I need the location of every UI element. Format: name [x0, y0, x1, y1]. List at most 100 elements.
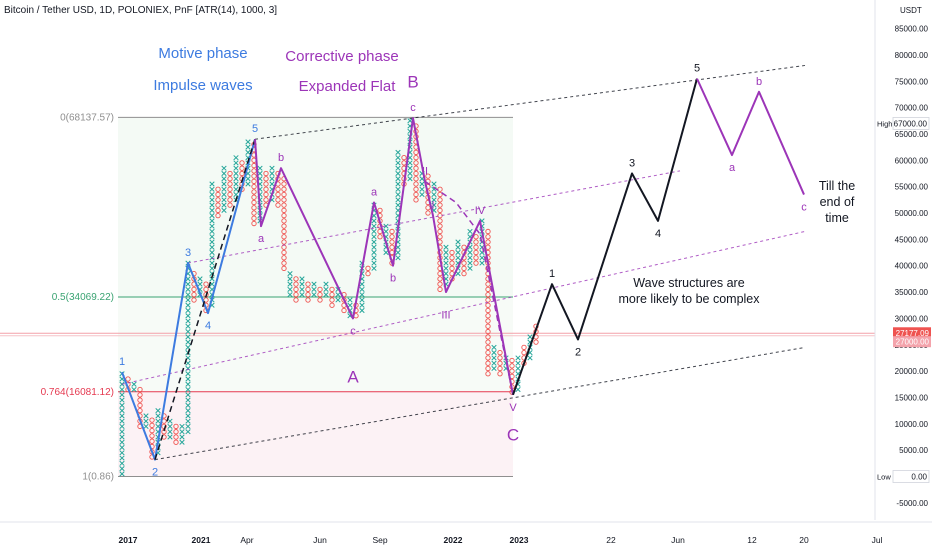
- pnf-o-mark: [227, 181, 233, 187]
- pnf-x-mark: [221, 165, 227, 171]
- pnf-o-mark: [437, 234, 443, 240]
- pnf-x-mark: [311, 286, 317, 293]
- corrective-phase-label: Corrective phase: [285, 48, 398, 65]
- time-axis[interactable]: 2017 2021 Apr Jun Sep 2022 2023 22 Jun 12 20 Jul: [0, 521, 932, 545]
- pnf-o-mark: [413, 176, 419, 182]
- badge-box: [892, 470, 930, 483]
- pnf-o-mark: [137, 402, 143, 409]
- pnf-x-mark: [371, 239, 377, 245]
- pnf-x-mark: [359, 297, 365, 303]
- pnf-x-mark: [515, 386, 521, 393]
- badge-value: 27177.09: [896, 329, 930, 338]
- pnf-x-mark: [419, 191, 425, 198]
- badge-value: 67000.00: [894, 119, 928, 128]
- pnf-o-mark: [281, 186, 287, 192]
- pnf-o-mark: [485, 365, 491, 372]
- pnf-column: [371, 202, 377, 271]
- pnf-o-mark: [173, 429, 179, 435]
- pnf-x-mark: [185, 392, 191, 398]
- pnf-x-mark: [491, 350, 497, 356]
- fib-zone-lower: [118, 391, 513, 477]
- badge-value: 0.00: [911, 473, 927, 482]
- pnf-x-mark: [383, 223, 389, 229]
- time-tick-label: Jul: [872, 535, 883, 545]
- pnf-x-mark: [395, 255, 401, 261]
- pnf-o-mark: [413, 181, 419, 187]
- pnf-x-mark: [209, 186, 215, 192]
- pnf-column: [515, 355, 521, 393]
- pnf-x-mark: [467, 255, 473, 261]
- pnf-o-mark: [281, 260, 287, 266]
- pnf-x-mark: [233, 181, 239, 187]
- pnf-x-mark: [269, 165, 275, 171]
- pnf-x-mark: [395, 170, 401, 177]
- wave-label: I: [431, 200, 434, 212]
- currency-label: USDT: [900, 6, 922, 15]
- pnf-o-mark: [425, 173, 431, 179]
- pnf-x-mark: [359, 286, 365, 293]
- wave-label: a: [371, 186, 378, 198]
- time-tick-label: Apr: [240, 535, 253, 545]
- pnf-x-mark: [515, 365, 521, 372]
- pnf-o-mark: [485, 292, 491, 298]
- price-tick-label: 15000.00: [895, 393, 929, 402]
- pnf-o-mark: [281, 223, 287, 229]
- price-axis[interactable]: USDT -5000.00 0.00 5000.00 10000.00 15000.00 2…: [874, 0, 931, 520]
- pnf-column: [227, 170, 233, 208]
- pnf-o-mark: [497, 350, 503, 356]
- time-tick-label: 22: [606, 535, 616, 545]
- pnf-column: [167, 418, 173, 440]
- pnf-x-mark: [233, 155, 239, 161]
- pnf-x-mark: [119, 429, 125, 435]
- pnf-o-mark: [173, 439, 179, 445]
- price-tick-label: 50000.00: [895, 209, 929, 218]
- pnf-o-mark: [485, 313, 491, 319]
- pnf-o-mark: [485, 355, 491, 361]
- pnf-x-mark: [245, 181, 251, 187]
- pnf-o-mark: [317, 286, 323, 293]
- pnf-x-mark: [431, 202, 437, 208]
- pnf-x-mark: [233, 165, 239, 171]
- pnf-o-mark: [425, 210, 431, 216]
- pnf-o-mark: [413, 149, 419, 156]
- pnf-o-mark: [485, 297, 491, 303]
- pnf-x-mark: [359, 302, 365, 308]
- pnf-column: [413, 123, 419, 203]
- pnf-o-mark: [389, 244, 395, 250]
- wave-label: 2: [575, 346, 581, 358]
- pnf-x-mark: [359, 292, 365, 298]
- pnf-x-mark: [167, 423, 173, 430]
- pnf-o-mark: [239, 170, 245, 177]
- pnf-x-mark: [419, 186, 425, 192]
- pnf-x-mark: [119, 392, 125, 398]
- pnf-x-mark: [119, 455, 125, 461]
- pnf-x-mark: [119, 434, 125, 440]
- pnf-x-mark: [395, 176, 401, 182]
- time-tick-label: Jun: [313, 535, 327, 545]
- pnf-o-mark: [401, 155, 407, 161]
- pnf-o-mark: [437, 191, 443, 198]
- pnf-o-mark: [293, 281, 299, 287]
- pnf-x-mark: [185, 402, 191, 408]
- pnf-o-mark: [437, 218, 443, 224]
- pnf-x-mark: [119, 460, 125, 466]
- pnf-x-mark: [179, 423, 185, 430]
- pnf-x-mark: [185, 386, 191, 393]
- pnf-x-mark: [395, 186, 401, 192]
- pnf-x-mark: [527, 334, 533, 340]
- pnf-o-mark: [449, 255, 455, 261]
- pnf-o-mark: [473, 244, 479, 250]
- pnf-o-mark: [125, 376, 131, 382]
- pnf-column: [311, 281, 317, 298]
- motive-phase-label: Motive phase: [158, 45, 247, 62]
- pnf-o-mark: [485, 234, 491, 240]
- pnf-o-mark: [149, 438, 155, 444]
- pnf-x-mark: [323, 286, 329, 293]
- channel-line: [121, 230, 806, 385]
- pnf-o-mark: [251, 194, 257, 200]
- pnf-x-mark: [197, 281, 203, 287]
- badge-box: [893, 336, 931, 348]
- pnf-x-mark: [185, 360, 191, 366]
